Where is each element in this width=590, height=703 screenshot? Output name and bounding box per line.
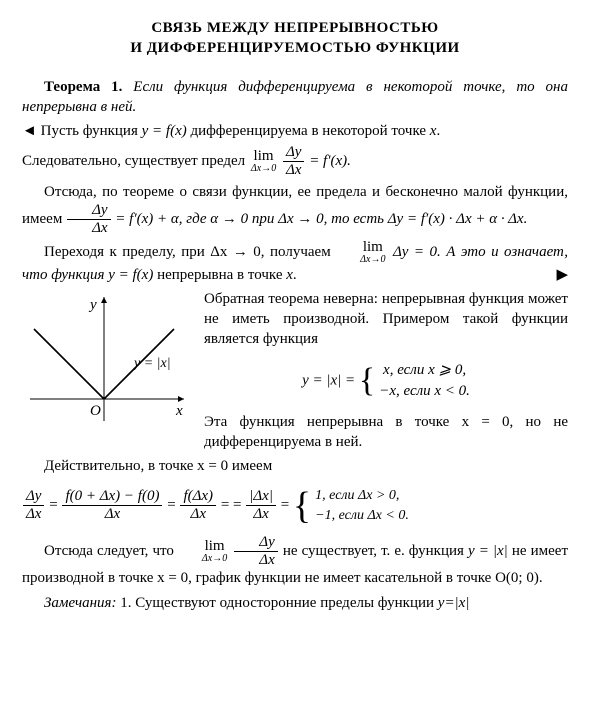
- conclusion-p1: Отсюда следует, что lim Δx→0 Δy Δx не су…: [22, 535, 568, 588]
- figure: y x Oy = |x|: [22, 289, 192, 439]
- case-2: −1, если Δx < 0.: [315, 506, 409, 526]
- title-line-2: И ДИФФЕРЕНЦИРУЕМОСТЬЮ ФУНКЦИИ: [22, 38, 568, 58]
- text: не существует, т. е. функция: [283, 543, 468, 559]
- denominator: Δx: [246, 506, 276, 522]
- denominator: Δx: [180, 506, 216, 522]
- text: 1. Существуют односторонние пределы функ…: [120, 595, 438, 611]
- page-title: СВЯЗЬ МЕЖДУ НЕПРЕРЫВНОСТЬЮ И ДИФФЕРЕНЦИР…: [22, 18, 568, 59]
- fraction: |Δx| Δx: [246, 489, 276, 522]
- svg-text:y = |x|: y = |x|: [132, 356, 171, 371]
- lim-bot: Δx→0: [180, 554, 227, 564]
- lhs: y = |x| =: [302, 372, 359, 388]
- proof-line-2: Следовательно, существует предел lim Δx→…: [22, 145, 568, 178]
- lim-top: lim: [251, 149, 276, 164]
- math: y=|x|: [438, 595, 470, 611]
- denominator: Δx: [23, 506, 44, 522]
- brace-icon: {: [359, 366, 375, 396]
- text: непрерывна в точке: [157, 267, 286, 283]
- reverse-p3: Действительно, в точке x = 0 имеем: [22, 456, 568, 476]
- remarks-label: Замечания:: [44, 595, 117, 611]
- reverse-p1: Обратная теорема неверна: непрерывная фу…: [204, 289, 568, 350]
- numerator: f(Δx): [180, 489, 216, 506]
- text: Переходя к пределу, при Δx → 0, получаем: [44, 243, 336, 259]
- fraction: Δy Δx: [234, 535, 277, 568]
- denominator: Δx: [234, 552, 277, 568]
- fraction: Δy Δx: [283, 145, 304, 178]
- limit: lim Δx→0: [251, 149, 276, 174]
- numerator: Δy: [283, 145, 304, 162]
- numerator: Δy: [67, 203, 110, 220]
- figure-and-text: y x Oy = |x| Обратная теорема неверна: неп…: [22, 289, 568, 456]
- abs-value-graph: y x Oy = |x|: [22, 289, 192, 439]
- denominator: Δx: [67, 220, 110, 236]
- limit: lim Δx→0: [180, 539, 227, 564]
- title-line-1: СВЯЗЬ МЕЖДУ НЕПРЕРЫВНОСТЬЮ: [22, 18, 568, 38]
- text: дифференцируема в некоторой точке: [190, 123, 429, 139]
- numerator: Δy: [23, 489, 44, 506]
- lim-top: lim: [338, 240, 385, 255]
- svg-text:y: y: [88, 297, 97, 313]
- math: y = f(x): [142, 123, 187, 139]
- svg-text:x: x: [175, 403, 183, 419]
- numerator: |Δx|: [246, 489, 276, 506]
- math: y = |x|: [468, 543, 508, 559]
- piecewise-definition: y = |x| = { x, если x ⩾ 0, −x, если x < …: [204, 356, 568, 406]
- theorem-label: Теорема 1.: [44, 79, 122, 95]
- eq: = =: [221, 497, 245, 513]
- limit: lim Δx→0: [338, 240, 385, 265]
- math: y = f(x): [108, 267, 153, 283]
- case-1: x, если x ⩾ 0,: [379, 360, 470, 381]
- math: x: [286, 267, 293, 283]
- eq: =: [167, 497, 179, 513]
- case-1: 1, если Δx > 0,: [315, 486, 409, 506]
- text: .: [436, 123, 440, 139]
- svg-text:O: O: [90, 403, 101, 419]
- text: Пусть функция: [41, 123, 142, 139]
- math: = f′(x) + α, где α → 0 при Δx → 0, то ес…: [115, 210, 527, 226]
- proof-line-3: Отсюда, по теореме о связи функции, ее п…: [22, 182, 568, 235]
- fraction: f(Δx) Δx: [180, 489, 216, 522]
- eq: =: [49, 497, 61, 513]
- text: Следовательно, существует предел: [22, 153, 249, 169]
- piecewise: { x, если x ⩾ 0, −x, если x < 0.: [359, 360, 470, 402]
- proof-line-4: Переходя к пределу, при Δx → 0, получаем…: [22, 240, 568, 285]
- brace-icon: {: [293, 489, 311, 523]
- case-2: −x, если x < 0.: [379, 381, 470, 402]
- reverse-p2: Эта функция непрерывна в точке x = 0, но…: [204, 412, 568, 453]
- piecewise: { 1, если Δx > 0, −1, если Δx < 0.: [293, 486, 409, 525]
- fraction: Δy Δx: [67, 203, 110, 236]
- figure-side-text: Обратная теорема неверна: непрерывная фу…: [204, 289, 568, 456]
- theorem: Теорема 1. Если функция дифференцируема …: [22, 77, 568, 118]
- text: Отсюда следует, что: [44, 543, 178, 559]
- fraction: Δy Δx: [23, 489, 44, 522]
- numerator: Δy: [234, 535, 277, 552]
- qed-icon: ▶: [534, 265, 568, 285]
- remarks: Замечания: 1. Существуют односторонние п…: [22, 593, 568, 613]
- cases: 1, если Δx > 0, −1, если Δx < 0.: [315, 486, 409, 525]
- math: = f′(x).: [309, 153, 351, 169]
- lim-bot: Δx→0: [251, 164, 276, 174]
- difference-quotient-eq: Δy Δx = f(0 + Δx) − f(0) Δx = f(Δx) Δx =…: [22, 482, 568, 529]
- denominator: Δx: [62, 506, 162, 522]
- numerator: f(0 + Δx) − f(0): [62, 489, 162, 506]
- lim-top: lim: [180, 539, 227, 554]
- fraction: f(0 + Δx) − f(0) Δx: [62, 489, 162, 522]
- denominator: Δx: [283, 162, 304, 178]
- cases: x, если x ⩾ 0, −x, если x < 0.: [379, 360, 470, 402]
- eq: =: [281, 497, 293, 513]
- lim-bot: Δx→0: [338, 255, 385, 265]
- text: .: [293, 267, 297, 283]
- proof-line-1: Пусть функция y = f(x) дифференцируема в…: [22, 121, 568, 141]
